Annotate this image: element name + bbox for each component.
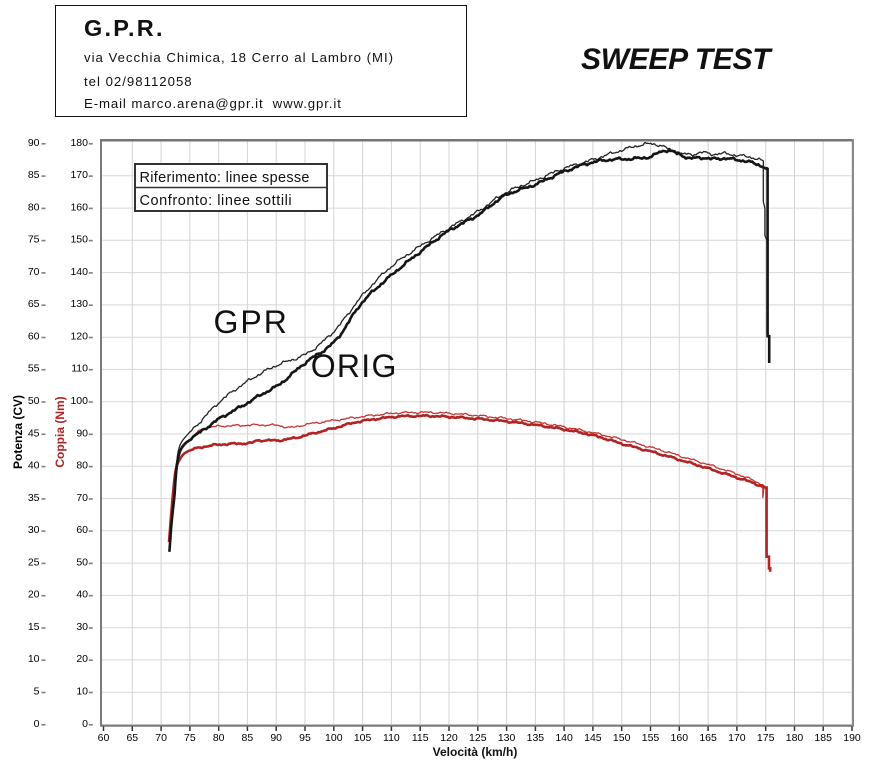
- svg-text:55: 55: [28, 363, 40, 375]
- svg-text:Velocità (km/h): Velocità (km/h): [433, 745, 518, 759]
- svg-text:Riferimento: linee spesse: Riferimento: linee spesse: [140, 170, 310, 186]
- svg-text:100: 100: [325, 732, 343, 744]
- svg-text:40: 40: [76, 589, 88, 601]
- svg-text:110: 110: [383, 732, 400, 744]
- svg-text:0: 0: [34, 718, 40, 730]
- svg-text:105: 105: [354, 732, 372, 744]
- svg-text:30: 30: [28, 524, 40, 536]
- svg-text:Potenza (CV): Potenza (CV): [11, 395, 25, 469]
- svg-text:135: 135: [527, 732, 545, 744]
- svg-text:160: 160: [70, 201, 88, 213]
- svg-text:190: 190: [843, 732, 861, 744]
- svg-text:60: 60: [76, 524, 88, 536]
- svg-text:GPR: GPR: [214, 304, 289, 340]
- svg-text:180: 180: [70, 137, 88, 149]
- svg-text:175: 175: [757, 732, 775, 744]
- svg-text:35: 35: [28, 492, 40, 504]
- svg-text:10: 10: [28, 653, 40, 665]
- svg-text:10: 10: [76, 686, 88, 698]
- svg-text:150: 150: [613, 732, 631, 744]
- svg-text:115: 115: [412, 732, 429, 744]
- svg-text:0: 0: [82, 718, 88, 730]
- svg-text:130: 130: [70, 298, 88, 310]
- svg-text:60: 60: [98, 732, 110, 744]
- svg-text:140: 140: [70, 266, 88, 278]
- svg-text:85: 85: [28, 169, 40, 181]
- svg-text:80: 80: [213, 732, 225, 744]
- svg-text:80: 80: [28, 201, 40, 213]
- svg-text:120: 120: [70, 331, 88, 343]
- svg-text:75: 75: [28, 234, 40, 246]
- svg-text:90: 90: [76, 427, 88, 439]
- svg-text:95: 95: [299, 732, 311, 744]
- svg-text:60: 60: [28, 331, 40, 343]
- svg-text:160: 160: [671, 732, 689, 744]
- svg-text:15: 15: [28, 621, 40, 633]
- svg-text:ORIG: ORIG: [311, 348, 398, 384]
- svg-text:70: 70: [155, 732, 167, 744]
- svg-text:Coppia (Nm): Coppia (Nm): [53, 396, 67, 467]
- svg-text:50: 50: [28, 395, 40, 407]
- svg-text:100: 100: [70, 395, 88, 407]
- svg-text:170: 170: [728, 732, 746, 744]
- svg-text:25: 25: [28, 556, 40, 568]
- svg-text:50: 50: [76, 556, 88, 568]
- svg-text:Confronto: linee sottili: Confronto: linee sottili: [140, 193, 293, 209]
- svg-text:70: 70: [28, 266, 40, 278]
- svg-text:170: 170: [70, 169, 88, 181]
- svg-text:110: 110: [71, 363, 88, 375]
- svg-text:45: 45: [28, 427, 40, 439]
- svg-text:30: 30: [76, 621, 88, 633]
- svg-text:20: 20: [28, 589, 40, 601]
- svg-text:130: 130: [498, 732, 516, 744]
- svg-text:165: 165: [699, 732, 717, 744]
- svg-text:75: 75: [184, 732, 196, 744]
- svg-text:145: 145: [584, 732, 602, 744]
- svg-text:140: 140: [555, 732, 573, 744]
- svg-text:70: 70: [76, 492, 88, 504]
- svg-text:150: 150: [70, 234, 88, 246]
- svg-text:85: 85: [242, 732, 254, 744]
- svg-text:90: 90: [270, 732, 282, 744]
- svg-text:20: 20: [76, 653, 88, 665]
- svg-text:40: 40: [28, 460, 40, 472]
- svg-text:185: 185: [814, 732, 832, 744]
- svg-text:155: 155: [642, 732, 660, 744]
- svg-text:65: 65: [28, 298, 40, 310]
- svg-text:80: 80: [76, 460, 88, 472]
- svg-text:125: 125: [469, 732, 487, 744]
- svg-text:180: 180: [786, 732, 804, 744]
- svg-text:90: 90: [28, 137, 40, 149]
- svg-text:120: 120: [440, 732, 458, 744]
- svg-text:5: 5: [34, 686, 40, 698]
- svg-text:65: 65: [126, 732, 138, 744]
